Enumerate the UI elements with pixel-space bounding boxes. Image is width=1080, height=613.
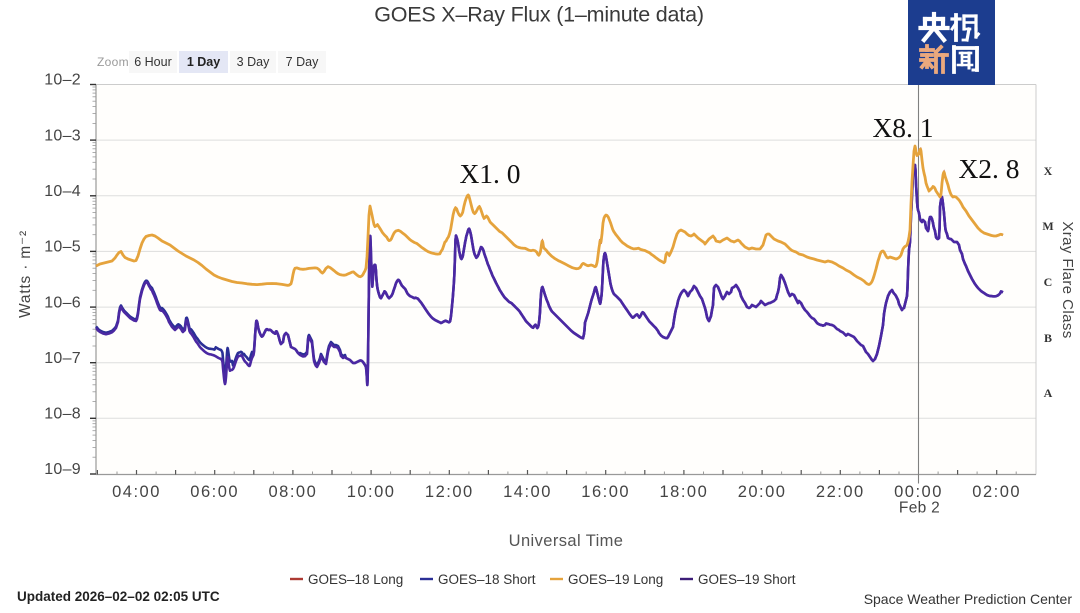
svg-text:10:00: 10:00 xyxy=(347,483,396,501)
svg-text:16:00: 16:00 xyxy=(581,483,630,501)
svg-text:10–7: 10–7 xyxy=(44,350,81,367)
svg-text:Universal Time: Universal Time xyxy=(509,532,624,550)
svg-text:Xray Flare Class: Xray Flare Class xyxy=(1059,221,1076,338)
svg-text:X1. 0: X1. 0 xyxy=(459,158,520,189)
svg-text:Zoom: Zoom xyxy=(97,55,129,69)
svg-text:20:00: 20:00 xyxy=(738,483,787,501)
svg-text:Space Weather Prediction Cente: Space Weather Prediction Center xyxy=(864,591,1073,607)
svg-text:06:00: 06:00 xyxy=(190,483,239,501)
svg-text:10–9: 10–9 xyxy=(44,461,81,478)
svg-text:Watts · m⁻²: Watts · m⁻² xyxy=(17,230,34,318)
svg-text:14:00: 14:00 xyxy=(503,483,552,501)
svg-text:08:00: 08:00 xyxy=(269,483,318,501)
svg-text:6 Hour: 6 Hour xyxy=(134,55,172,69)
svg-text:GOES–18 Long: GOES–18 Long xyxy=(308,572,403,587)
svg-text:10–5: 10–5 xyxy=(44,239,81,256)
svg-text:10–3: 10–3 xyxy=(44,127,81,144)
svg-text:X2. 8: X2. 8 xyxy=(958,153,1019,184)
svg-text:02:00: 02:00 xyxy=(972,483,1021,501)
svg-text:1 Day: 1 Day xyxy=(187,55,220,69)
svg-text:10–8: 10–8 xyxy=(44,406,81,423)
svg-text:GOES–19 Long: GOES–19 Long xyxy=(568,572,663,587)
svg-text:3 Day: 3 Day xyxy=(237,55,270,69)
svg-text:12:00: 12:00 xyxy=(425,483,474,501)
svg-text:10–4: 10–4 xyxy=(44,183,81,200)
svg-text:GOES X–Ray Flux (1–minute data: GOES X–Ray Flux (1–minute data) xyxy=(374,3,704,27)
svg-text:X: X xyxy=(1044,164,1053,178)
svg-text:10–6: 10–6 xyxy=(44,294,81,311)
svg-text:B: B xyxy=(1044,331,1052,345)
svg-text:A: A xyxy=(1044,386,1053,400)
svg-text:7 Day: 7 Day xyxy=(286,55,319,69)
svg-text:10–2: 10–2 xyxy=(44,72,81,89)
svg-text:GOES–19 Short: GOES–19 Short xyxy=(698,572,796,587)
svg-text:Updated 2026–02–02 02:05 UTC: Updated 2026–02–02 02:05 UTC xyxy=(17,589,220,604)
svg-text:04:00: 04:00 xyxy=(112,483,161,501)
svg-text:Feb 2: Feb 2 xyxy=(899,500,940,517)
svg-text:00:00: 00:00 xyxy=(894,483,943,501)
svg-text:22:00: 22:00 xyxy=(816,483,865,501)
svg-text:M: M xyxy=(1042,219,1053,233)
svg-text:GOES–18 Short: GOES–18 Short xyxy=(438,572,536,587)
svg-text:X8. 1: X8. 1 xyxy=(872,112,933,143)
svg-text:18:00: 18:00 xyxy=(660,483,709,501)
svg-text:C: C xyxy=(1044,275,1053,289)
